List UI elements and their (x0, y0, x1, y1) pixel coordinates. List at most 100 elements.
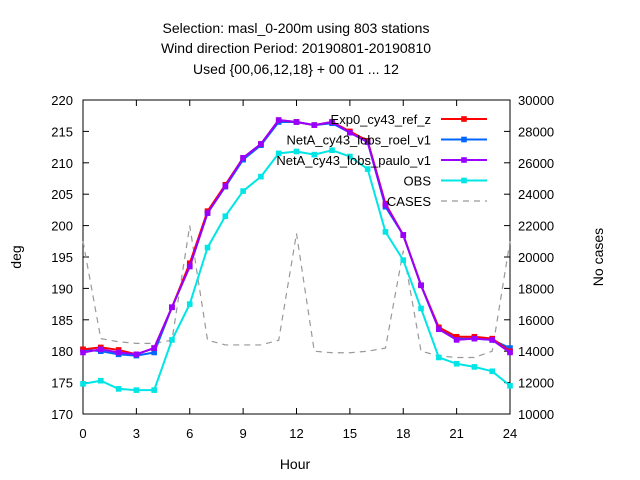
chart-title: Selection: masl_0-200m using 803 station… (161, 20, 431, 77)
data-point (489, 337, 496, 343)
data-point (80, 346, 86, 353)
data-point (329, 119, 335, 125)
data-point (133, 351, 140, 358)
y2-tick-label: 24000 (518, 187, 554, 202)
data-point (311, 122, 318, 128)
data-point (222, 213, 229, 219)
data-point (293, 148, 300, 155)
series-line (82, 225, 511, 359)
x-tick-label: 9 (240, 426, 247, 441)
data-point (222, 183, 229, 189)
x-tick-label: 18 (396, 426, 410, 441)
legend-item: OBS (404, 174, 487, 189)
data-point (115, 386, 122, 392)
data-point (151, 387, 157, 393)
x-axis-label: Hour (280, 456, 311, 472)
data-point (489, 368, 496, 375)
data-point (400, 257, 407, 263)
data-point (275, 117, 282, 123)
data-point (240, 188, 246, 194)
x-tick-label: 3 (133, 426, 140, 441)
legend-label: OBS (404, 174, 432, 189)
y2-tick-label: 14000 (518, 344, 554, 359)
data-point (311, 151, 318, 158)
legend-marker (461, 157, 467, 163)
data-point (400, 232, 407, 238)
y-tick-label: 170 (51, 407, 73, 422)
y-tick-label: 220 (51, 93, 73, 108)
data-point (347, 129, 353, 136)
y-tick-label: 195 (51, 250, 73, 265)
data-point (453, 360, 460, 367)
data-point (382, 202, 389, 208)
data-point (80, 349, 86, 356)
y-tick-label: 205 (51, 187, 73, 202)
data-point (453, 333, 460, 340)
data-point (418, 282, 424, 289)
data-point (507, 382, 513, 389)
data-point (382, 229, 389, 235)
data-point (186, 301, 193, 307)
data-point (507, 349, 513, 356)
y2-tick-label: 26000 (518, 156, 554, 171)
title-line-3: Used {00,06,12,18} + 00 01 ... 12 (193, 61, 399, 77)
data-point (204, 244, 211, 251)
legend-item: Exp0_cy43_ref_z (331, 112, 487, 127)
legend-label: CASES (387, 194, 431, 209)
x-tick-label: 15 (343, 426, 357, 441)
y2-tick-label: 30000 (518, 93, 554, 108)
legend-label: NetA_cy43_lobs_paulo_v1 (276, 153, 431, 168)
series-NetA_cy43_lobs_paulo_v1 (80, 117, 513, 358)
data-point (347, 153, 353, 160)
series-CASES (82, 225, 511, 359)
y2-axis-label: No cases (590, 228, 606, 286)
x-axis: 0 3 6 9 12 15 18 21 24 (79, 100, 517, 441)
x-tick-label: 6 (186, 426, 193, 441)
legend-item: NetA_cy43_lobs_paulo_v1 (276, 153, 487, 168)
legend-item: CASES (387, 194, 487, 209)
series-OBS (80, 147, 513, 393)
x-tick-label: 0 (79, 426, 86, 441)
data-point (97, 377, 104, 384)
y2-tick-label: 16000 (518, 313, 554, 328)
x-tick-label: 21 (449, 426, 463, 441)
data-point (329, 147, 335, 154)
data-point (151, 349, 157, 356)
series-layer (80, 117, 513, 393)
data-point (115, 349, 122, 356)
data-point (204, 210, 211, 216)
y-tick-label: 180 (51, 344, 73, 359)
data-point (471, 335, 478, 342)
data-point (169, 304, 175, 311)
data-point (258, 173, 264, 180)
data-point (507, 345, 513, 351)
y2-tick-label: 22000 (518, 219, 554, 234)
y-tick-label: 215 (51, 124, 73, 139)
x-tick-label: 24 (503, 426, 517, 441)
data-point (258, 141, 264, 147)
y-axis-left: 170 175 180 185 190 195 200 205 210 215 220 (51, 93, 89, 422)
y2-tick-label: 28000 (518, 124, 554, 139)
data-point (133, 387, 140, 393)
data-point (418, 305, 424, 312)
data-point (453, 337, 460, 343)
data-point (471, 364, 478, 370)
legend: Exp0_cy43_ref_z NetA_cy43_lobs_roel_v1 Net… (276, 112, 487, 209)
legend-item: NetA_cy43_lobs_roel_v1 (286, 133, 487, 148)
y2-tick-label: 10000 (518, 407, 554, 422)
data-point (240, 154, 246, 161)
data-point (151, 345, 157, 351)
data-point (275, 150, 282, 157)
title-line-1: Selection: masl_0-200m using 803 station… (163, 20, 430, 36)
legend-marker (461, 177, 467, 184)
title-line-2: Wind direction Period: 20190801-20190810 (161, 40, 431, 56)
x-tick-label: 12 (289, 426, 303, 441)
y-tick-label: 185 (51, 313, 73, 328)
data-point (169, 337, 175, 343)
legend-marker (461, 116, 467, 122)
data-point (364, 166, 371, 172)
y-tick-label: 210 (51, 156, 73, 171)
data-point (97, 346, 104, 353)
data-point (436, 326, 442, 333)
